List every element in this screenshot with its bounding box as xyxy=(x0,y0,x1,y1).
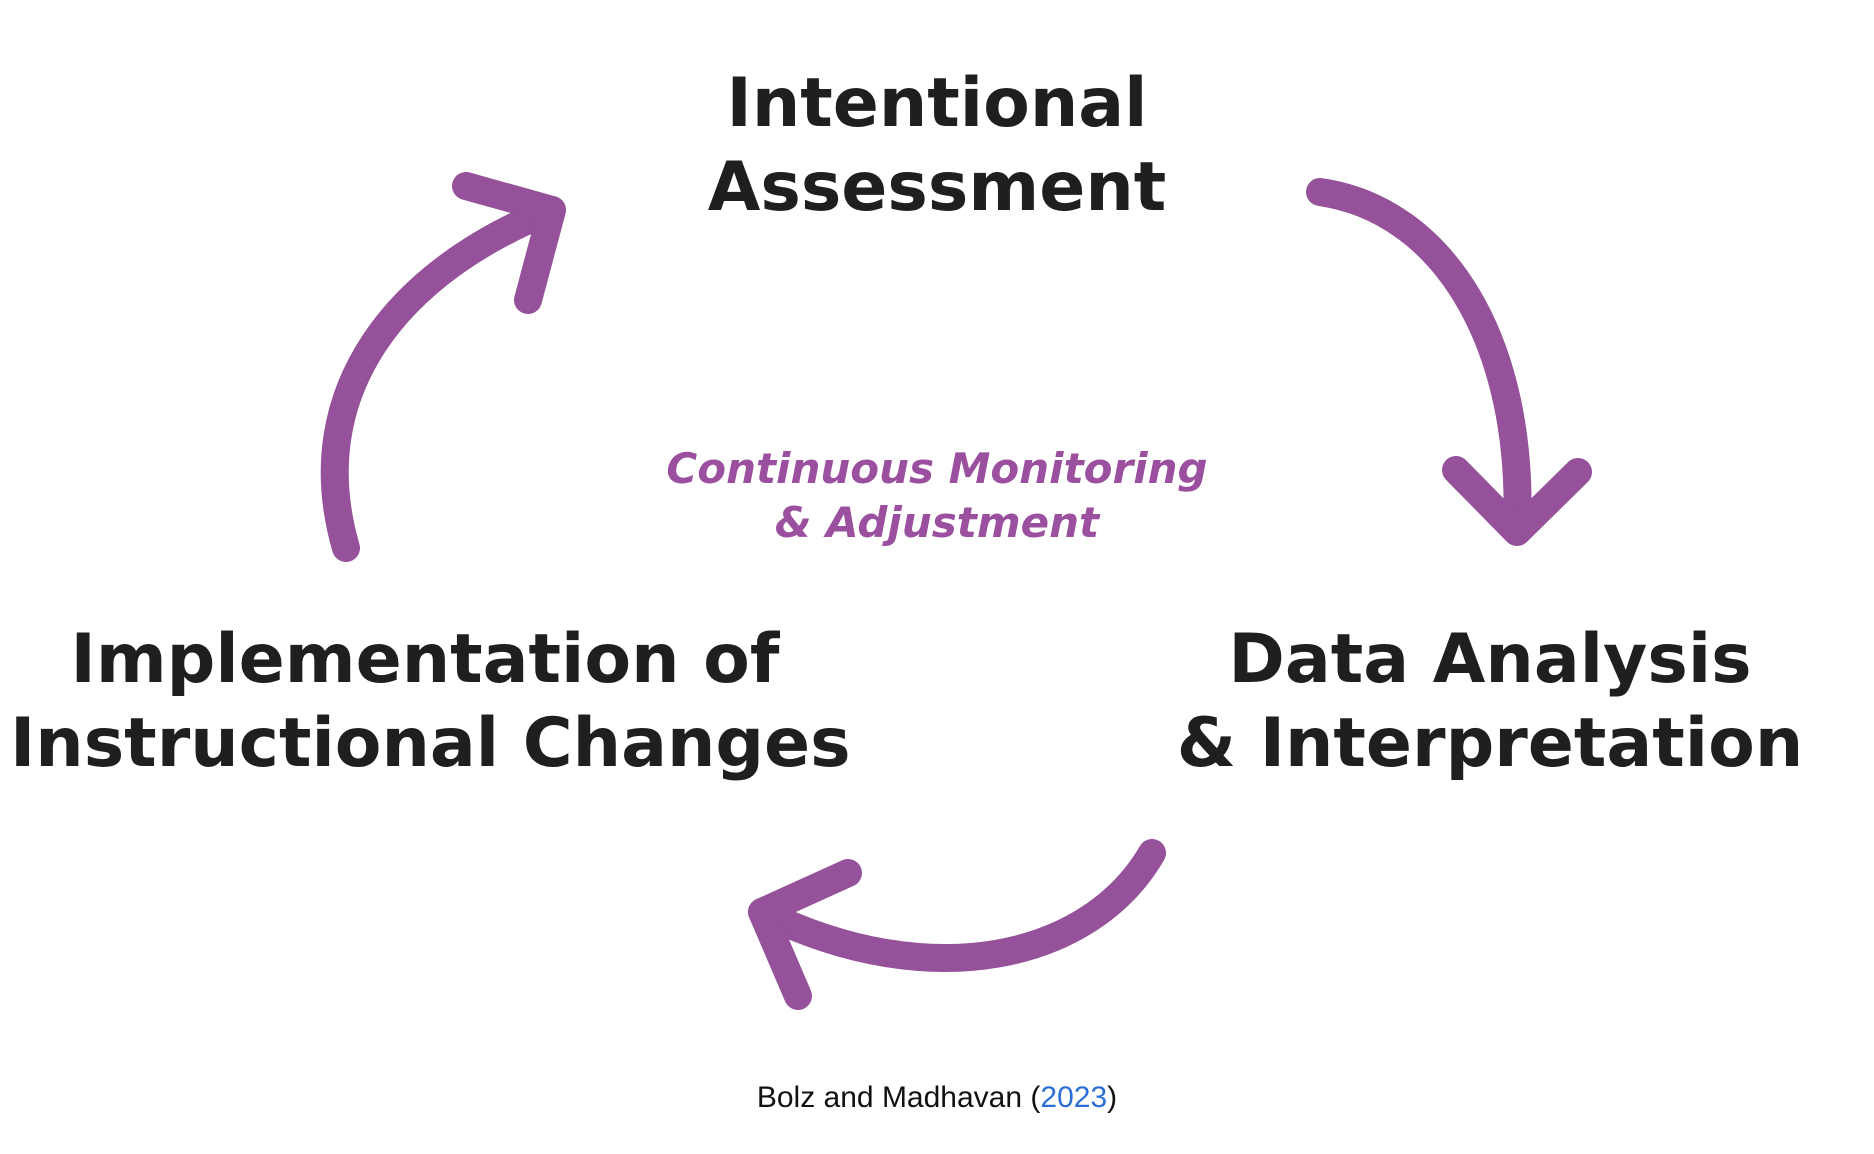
caption-authors: Bolz and Madhavan xyxy=(756,1081,1023,1114)
node-right-line1: Data Analysis xyxy=(1228,620,1752,699)
node-top-line1: Intentional xyxy=(726,64,1148,143)
arrow-left-up-head xyxy=(452,172,566,314)
arrow-left-up xyxy=(320,196,566,562)
arrow-top-right-head xyxy=(1442,456,1592,546)
caption-open-paren: ( xyxy=(1030,1081,1041,1114)
node-left-line2: Instructional Changes xyxy=(10,704,851,783)
figure-caption: Bolz and Madhavan (2023) xyxy=(637,1078,1237,1118)
node-top-line2: Assessment xyxy=(707,148,1167,227)
node-data-analysis: Data Analysis & Interpretation xyxy=(1170,618,1810,786)
citation-year-link[interactable]: 2023 xyxy=(1040,1081,1108,1114)
arrow-bottom xyxy=(748,839,1166,972)
center-label: Continuous Monitoring & Adjustment xyxy=(637,442,1237,550)
node-implementation: Implementation of Instructional Changes xyxy=(10,618,851,786)
center-label-line1: Continuous Monitoring xyxy=(666,444,1208,493)
node-intentional-assessment: Intentional Assessment xyxy=(637,62,1237,230)
arrow-top-right xyxy=(1306,178,1532,544)
node-right-line2: & Interpretation xyxy=(1176,704,1804,783)
arrow-bottom-head xyxy=(748,859,862,1010)
node-left-line1: Implementation of xyxy=(70,620,780,699)
center-label-line2: & Adjustment xyxy=(774,498,1100,547)
caption-close-paren: ) xyxy=(1107,1081,1118,1114)
